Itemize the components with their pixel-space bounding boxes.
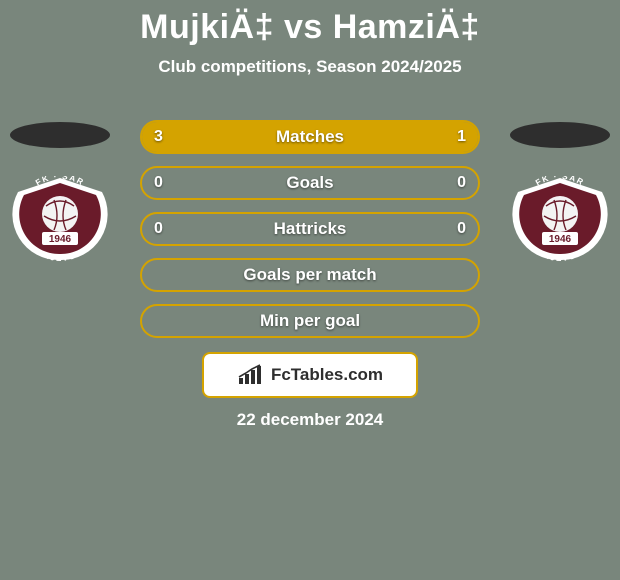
club-badge-icon: 1946 FK · SAR AJEVO: [510, 176, 610, 262]
subtitle: Club competitions, Season 2024/2025: [0, 57, 620, 77]
stat-fill-left: [142, 122, 394, 152]
stat-value-left: 0: [154, 220, 163, 238]
brand-text: FcTables.com: [271, 365, 383, 385]
player-left-block: 1946 FK · SAR AJEVO: [10, 122, 110, 262]
player-left-shadow: [10, 122, 110, 148]
comparison-infographic: MujkiÄ‡ vs HamziÄ‡ Club competitions, Se…: [0, 0, 620, 580]
stat-row-matches: 3 Matches 1: [140, 120, 480, 154]
player-right-club-badge: 1946 FK · SAR AJEVO: [510, 176, 610, 262]
stat-label: Goals per match: [243, 265, 376, 285]
stat-row-hattricks: 0 Hattricks 0: [140, 212, 480, 246]
stat-value-left: 0: [154, 174, 163, 192]
stat-row-goals-per-match: Goals per match: [140, 258, 480, 292]
stat-value-right: 0: [457, 220, 466, 238]
stat-value-right: 0: [457, 174, 466, 192]
stat-row-goals: 0 Goals 0: [140, 166, 480, 200]
badge-year: 1946: [49, 234, 72, 245]
page-title: MujkiÄ‡ vs HamziÄ‡: [0, 0, 620, 47]
stat-row-min-per-goal: Min per goal: [140, 304, 480, 338]
stat-label: Goals: [286, 173, 333, 193]
stat-label: Min per goal: [260, 311, 360, 331]
player-left-club-badge: 1946 FK · SAR AJEVO: [10, 176, 110, 262]
bar-chart-icon: [237, 364, 265, 386]
stat-label: Matches: [276, 127, 344, 147]
stat-label: Hattricks: [274, 219, 347, 239]
club-badge-icon: 1946 FK · SAR AJEVO: [10, 176, 110, 262]
brand-box: FcTables.com: [202, 352, 418, 398]
stats-bars: 3 Matches 1 0 Goals 0 0 Hattricks 0 Goal…: [140, 120, 480, 350]
stat-value-left: 3: [154, 128, 163, 146]
player-right-shadow: [510, 122, 610, 148]
footer-date: 22 december 2024: [0, 410, 620, 430]
player-right-block: 1946 FK · SAR AJEVO: [510, 122, 610, 262]
stat-value-right: 1: [457, 128, 466, 146]
badge-year: 1946: [549, 234, 572, 245]
